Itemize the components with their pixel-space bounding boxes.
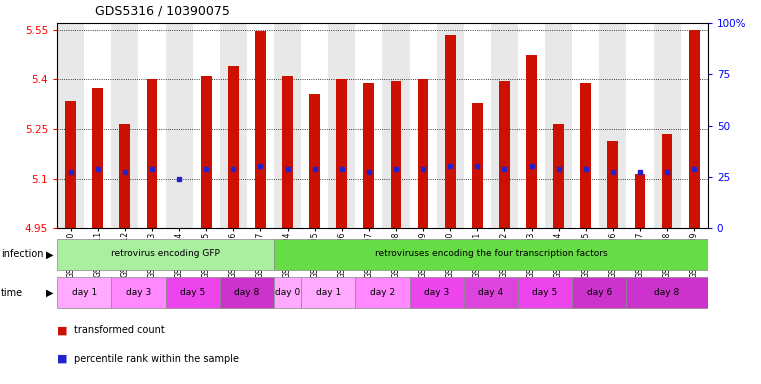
Bar — [111, 23, 139, 228]
Text: infection: infection — [1, 249, 43, 260]
Bar — [444, 35, 456, 228]
Bar — [201, 76, 212, 228]
Bar — [553, 124, 564, 228]
Bar — [607, 141, 618, 228]
Bar — [57, 23, 84, 228]
Bar — [654, 23, 680, 228]
Text: day 8: day 8 — [654, 288, 680, 297]
Bar — [165, 277, 220, 308]
Bar — [355, 23, 382, 228]
Bar — [282, 76, 293, 228]
Bar — [174, 228, 184, 384]
Bar — [572, 277, 626, 308]
Text: ■: ■ — [57, 325, 68, 335]
Bar — [247, 23, 274, 228]
Bar — [119, 124, 130, 228]
Bar — [491, 23, 518, 228]
Bar — [680, 23, 708, 228]
Text: ▶: ▶ — [46, 288, 53, 298]
Bar — [139, 23, 165, 228]
Bar — [581, 83, 591, 228]
Bar — [84, 23, 111, 228]
Bar — [301, 277, 355, 308]
Bar — [274, 277, 301, 308]
Bar — [220, 23, 247, 228]
Bar — [545, 23, 572, 228]
Bar — [437, 23, 463, 228]
Bar — [165, 23, 193, 228]
Bar — [336, 79, 347, 228]
Bar — [526, 55, 537, 228]
Text: time: time — [1, 288, 23, 298]
Bar — [599, 23, 626, 228]
Bar — [626, 23, 654, 228]
Bar — [390, 81, 401, 228]
Text: day 1: day 1 — [72, 288, 97, 297]
Bar — [220, 277, 274, 308]
Text: retroviruses encoding the four transcription factors: retroviruses encoding the four transcrip… — [374, 249, 607, 258]
Text: day 5: day 5 — [533, 288, 558, 297]
Text: day 4: day 4 — [478, 288, 504, 297]
Text: day 3: day 3 — [424, 288, 449, 297]
Bar — [472, 103, 482, 228]
Bar — [463, 23, 491, 228]
Bar — [409, 23, 437, 228]
Text: day 1: day 1 — [316, 288, 341, 297]
Bar — [635, 174, 645, 228]
Bar — [301, 23, 328, 228]
Bar — [572, 23, 599, 228]
Bar — [57, 239, 274, 270]
Text: percentile rank within the sample: percentile rank within the sample — [74, 354, 239, 364]
Bar — [328, 23, 355, 228]
Bar — [193, 23, 220, 228]
Bar — [228, 66, 239, 228]
Bar — [418, 79, 428, 228]
Text: day 0: day 0 — [275, 288, 300, 297]
Bar — [147, 79, 158, 228]
Text: day 8: day 8 — [234, 288, 260, 297]
Text: day 3: day 3 — [126, 288, 151, 297]
Bar — [364, 83, 374, 228]
Text: ▶: ▶ — [46, 249, 53, 260]
Bar — [355, 277, 409, 308]
Bar — [57, 277, 111, 308]
Bar — [255, 31, 266, 228]
Bar — [274, 23, 301, 228]
Bar — [274, 239, 708, 270]
Text: retrovirus encoding GFP: retrovirus encoding GFP — [111, 249, 220, 258]
Bar — [382, 23, 409, 228]
Text: GDS5316 / 10390075: GDS5316 / 10390075 — [95, 4, 230, 17]
Text: day 2: day 2 — [370, 288, 395, 297]
Bar — [689, 30, 699, 228]
Text: day 5: day 5 — [180, 288, 205, 297]
Text: day 6: day 6 — [587, 288, 612, 297]
Bar — [65, 101, 76, 228]
Text: ■: ■ — [57, 354, 68, 364]
Bar — [409, 277, 463, 308]
Bar — [309, 94, 320, 228]
Bar — [92, 88, 103, 228]
Bar — [518, 23, 545, 228]
Text: transformed count: transformed count — [74, 325, 164, 335]
Bar — [661, 134, 673, 228]
Bar — [463, 277, 518, 308]
Bar — [499, 81, 510, 228]
Bar — [626, 277, 708, 308]
Bar — [518, 277, 572, 308]
Bar — [111, 277, 165, 308]
